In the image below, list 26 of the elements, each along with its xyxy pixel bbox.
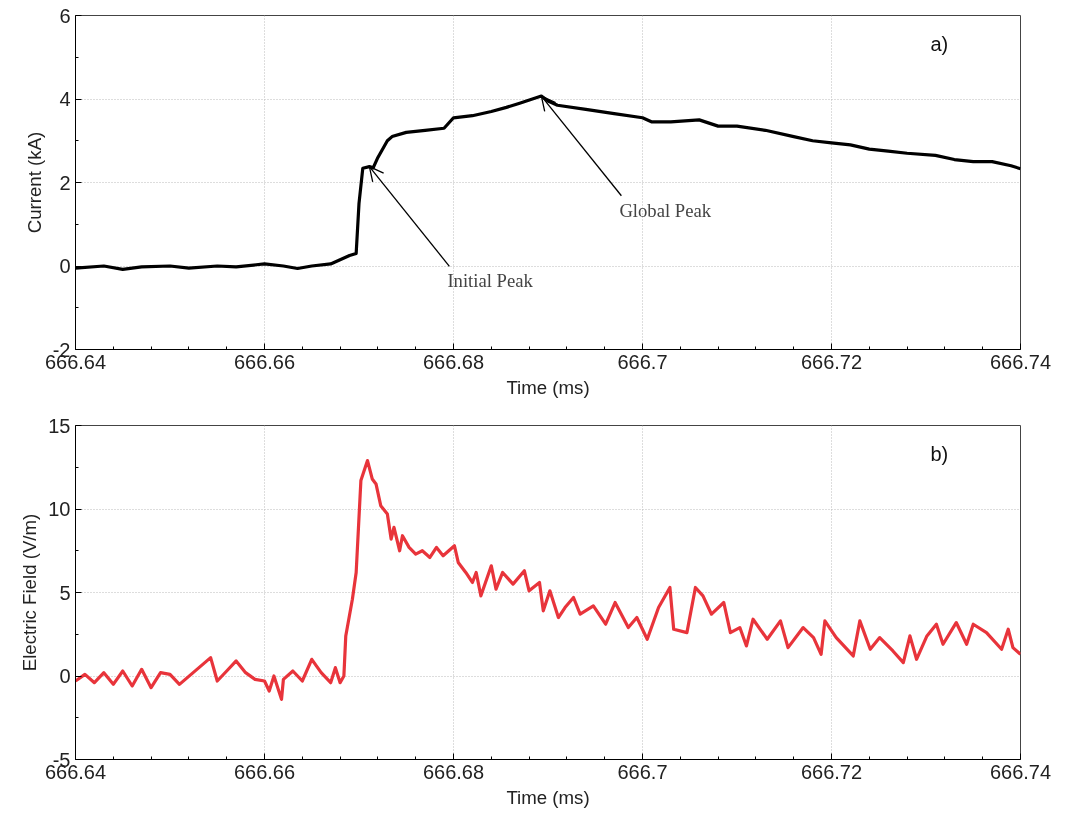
- y-tick-label: 0: [59, 255, 71, 277]
- x-tick-label: 666.72: [800, 350, 863, 373]
- x-axis-title: Time (ms): [506, 376, 590, 398]
- y-tick-label: 0: [59, 665, 71, 687]
- y-tick-label: 15: [48, 414, 71, 437]
- y-tick-label: 6: [59, 4, 71, 27]
- y-tick-label: 5: [59, 581, 71, 604]
- y-tick-label: 4: [59, 88, 71, 110]
- y-axis-title: Current (kA): [23, 131, 45, 234]
- x-tick-label: 666.72: [800, 760, 863, 783]
- annotation: b): [930, 442, 949, 465]
- y-tick-label: 10: [48, 498, 71, 520]
- x-tick-label: 666.74: [989, 760, 1052, 783]
- annotation: Initial Peak: [447, 270, 534, 292]
- x-tick-label: 666.66: [233, 350, 296, 373]
- y-axis-title: Electric Field (V/m): [19, 513, 41, 672]
- annotation: Global Peak: [619, 199, 712, 221]
- x-tick-label: 666.66: [233, 760, 296, 783]
- x-tick-label: 666.7: [617, 760, 668, 783]
- annotation: a): [930, 32, 949, 55]
- x-tick-label: 666.7: [617, 350, 668, 373]
- y-tick-label: 2: [59, 171, 71, 194]
- x-tick-label: 666.68: [422, 350, 485, 373]
- x-tick-label: 666.68: [422, 760, 485, 783]
- x-tick-label: 666.74: [989, 350, 1052, 373]
- x-axis-title: Time (ms): [506, 786, 590, 808]
